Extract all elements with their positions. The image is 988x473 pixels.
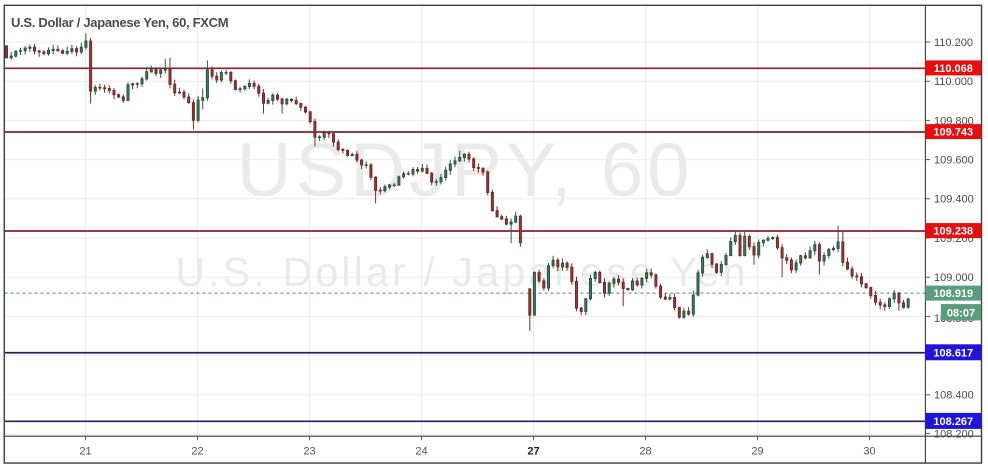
svg-text:110.200: 110.200 xyxy=(934,37,973,49)
svg-text:108.200: 108.200 xyxy=(934,428,974,440)
svg-text:27: 27 xyxy=(527,446,539,458)
svg-text:08:07: 08:07 xyxy=(947,307,975,319)
svg-text:24: 24 xyxy=(415,446,427,458)
svg-text:U.S. Dollar / Japanese Yen, 60: U.S. Dollar / Japanese Yen, 60, FXCM xyxy=(11,15,228,30)
svg-text:110.000: 110.000 xyxy=(934,76,973,88)
svg-text:28: 28 xyxy=(639,446,651,458)
svg-text:109.238: 109.238 xyxy=(933,226,973,238)
svg-text:109.400: 109.400 xyxy=(934,194,974,206)
svg-text:108.919: 108.919 xyxy=(933,288,973,300)
svg-text:108.400: 108.400 xyxy=(934,390,974,402)
svg-text:108.617: 108.617 xyxy=(933,347,973,359)
svg-text:22: 22 xyxy=(191,446,203,458)
svg-text:108.267: 108.267 xyxy=(933,416,973,428)
svg-text:110.068: 110.068 xyxy=(934,63,973,75)
svg-text:23: 23 xyxy=(303,446,315,458)
svg-text:U.S. Dollar / Japanese Yen: U.S. Dollar / Japanese Yen xyxy=(175,249,748,295)
svg-text:30: 30 xyxy=(863,446,875,458)
svg-text:USDJPY, 60: USDJPY, 60 xyxy=(237,128,694,213)
svg-text:109.000: 109.000 xyxy=(934,272,974,284)
svg-text:21: 21 xyxy=(79,446,91,458)
svg-text:109.600: 109.600 xyxy=(934,155,974,167)
svg-text:29: 29 xyxy=(751,446,763,458)
svg-text:109.743: 109.743 xyxy=(933,127,973,139)
